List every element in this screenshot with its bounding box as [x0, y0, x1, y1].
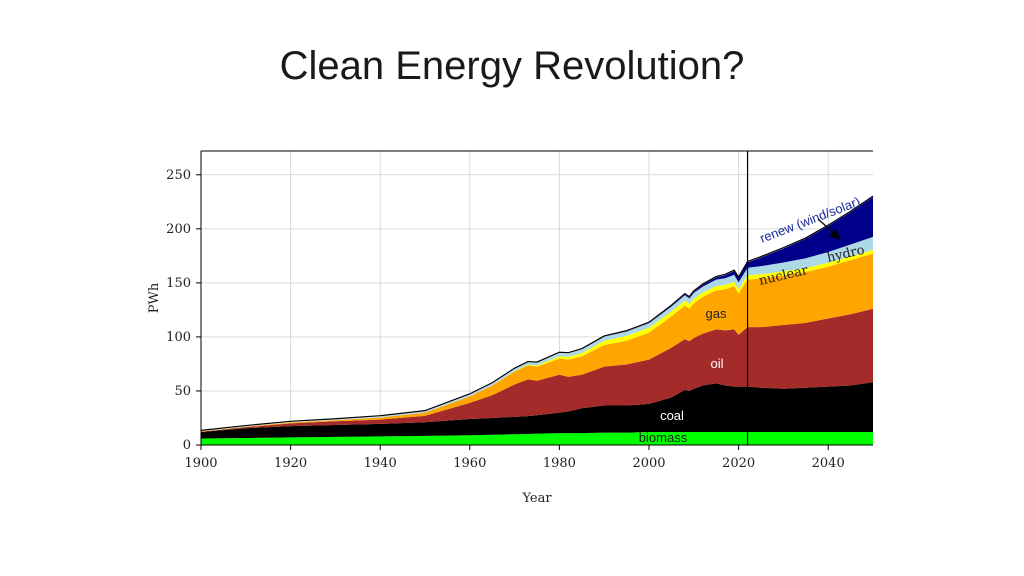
label-coal: coal — [660, 408, 684, 423]
area-gas — [201, 253, 873, 432]
axes: 1900 1920 1940 1960 1980 2000 2020 2040 0 50 100 15… — [147, 150, 873, 506]
x-axis-title: Year — [521, 491, 552, 506]
x-tick-label: 1920 — [274, 456, 307, 471]
x-tick-label: 1900 — [184, 456, 217, 471]
x-tick-label: 1960 — [453, 456, 486, 471]
area-oil — [201, 308, 873, 433]
area-nuclear — [201, 249, 873, 432]
x-tick-label: 2040 — [812, 456, 845, 471]
y-tick-label: 150 — [166, 276, 191, 291]
area-hydro — [201, 236, 873, 432]
label-gas: gas — [706, 306, 727, 321]
x-tick-label: 2000 — [632, 456, 665, 471]
renew-arrow-head — [829, 229, 841, 240]
overlay — [200, 151, 874, 445]
label-oil: oil — [710, 356, 723, 371]
area-biomass — [201, 432, 873, 445]
y-axis-title: PWh — [147, 282, 162, 313]
area-coal — [201, 382, 873, 439]
y-tick-label: 0 — [183, 438, 191, 453]
x-tick-label: 2020 — [722, 456, 755, 471]
y-tick-label: 50 — [174, 384, 191, 399]
slide-title: Clean Energy Revolution? — [279, 44, 745, 88]
y-tick-label: 250 — [166, 168, 191, 183]
stacked-areas — [201, 196, 873, 445]
x-tick-label: 1940 — [364, 456, 397, 471]
y-tick-label: 200 — [166, 222, 191, 237]
x-tick-label: 1980 — [543, 456, 576, 471]
label-biomass: biomass — [639, 430, 688, 445]
total-line — [200, 195, 874, 432]
y-tick-label: 100 — [166, 330, 191, 345]
